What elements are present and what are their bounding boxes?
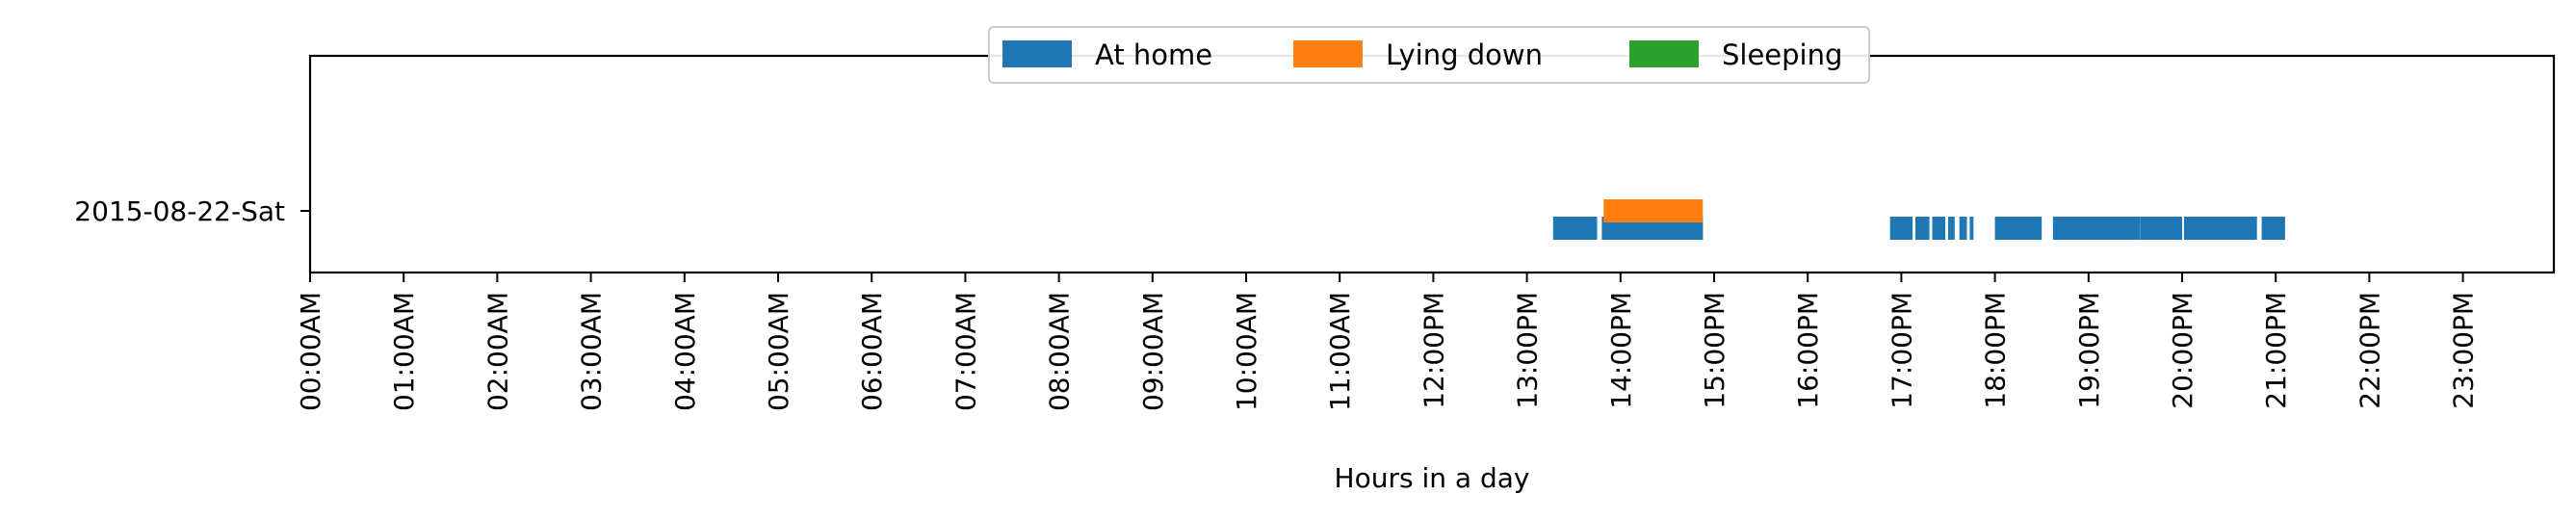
x-tick-label: 02:00AM [481,292,513,411]
x-axis-title: Hours in a day [1335,462,1530,494]
bar-at-home [2052,217,2098,240]
bar-at-home [2183,217,2257,240]
x-tick-label: 11:00AM [1324,292,1356,411]
x-tick-label: 01:00AM [388,292,420,411]
bar-at-home [1994,217,2043,240]
bar-at-home [1552,217,1598,240]
x-tick-label: 06:00AM [856,292,888,411]
legend-swatch [1002,40,1072,67]
x-tick-label: 15:00PM [1699,292,1730,409]
x-tick-label: 05:00AM [763,292,794,411]
legend-label: At home [1095,39,1212,71]
y-axis: 2015-08-22-Sat [74,195,310,227]
bar-at-home [2261,217,2285,240]
bar-at-home [1969,217,1974,240]
x-tick-label: 03:00AM [576,292,608,411]
legend-label: Lying down [1386,39,1543,71]
bar-at-home [1915,217,1930,240]
x-tick-label: 00:00AM [295,292,326,411]
bar-at-home [2140,217,2182,240]
x-tick-label: 10:00AM [1231,292,1262,411]
x-tick-label: 07:00AM [950,292,981,411]
x-tick-label: 22:00PM [2354,292,2385,409]
x-tick-label: 08:00AM [1044,292,1076,411]
bar-lying-down [1603,199,1704,222]
bars-layer [1552,199,2285,240]
bar-at-home [1889,217,1912,240]
x-tick-label: 09:00AM [1137,292,1169,411]
bar-at-home [1948,217,1955,240]
x-tick-label: 13:00PM [1512,292,1544,409]
x-tick-label: 19:00PM [2073,292,2105,409]
x-tick-label: 16:00PM [1792,292,1824,409]
x-tick-label: 18:00PM [1980,292,2012,409]
legend-swatch [1629,40,1699,67]
bar-at-home [1932,217,1946,240]
legend-swatch [1293,40,1363,67]
x-tick-label: 17:00PM [1886,292,1917,409]
legend: At home Lying down Sleeping [988,26,1870,84]
legend-label: Sleeping [1722,39,1842,71]
x-tick-label: 12:00PM [1418,292,1449,409]
x-tick-label: 14:00PM [1605,292,1637,409]
x-tick-label: 21:00PM [2260,292,2292,409]
bar-at-home [1959,217,1967,240]
x-tick-label: 23:00PM [2448,292,2480,409]
y-tick-label: 2015-08-22-Sat [74,195,285,227]
bar-at-home [2097,217,2141,240]
x-tick-label: 20:00PM [2167,292,2199,409]
x-axis: 00:00AM 01:00AM 02:00AM 03:00AM 04:00AM 05:00… [295,273,2480,411]
plot-frame [308,54,2556,274]
x-tick-label: 04:00AM [669,292,701,411]
